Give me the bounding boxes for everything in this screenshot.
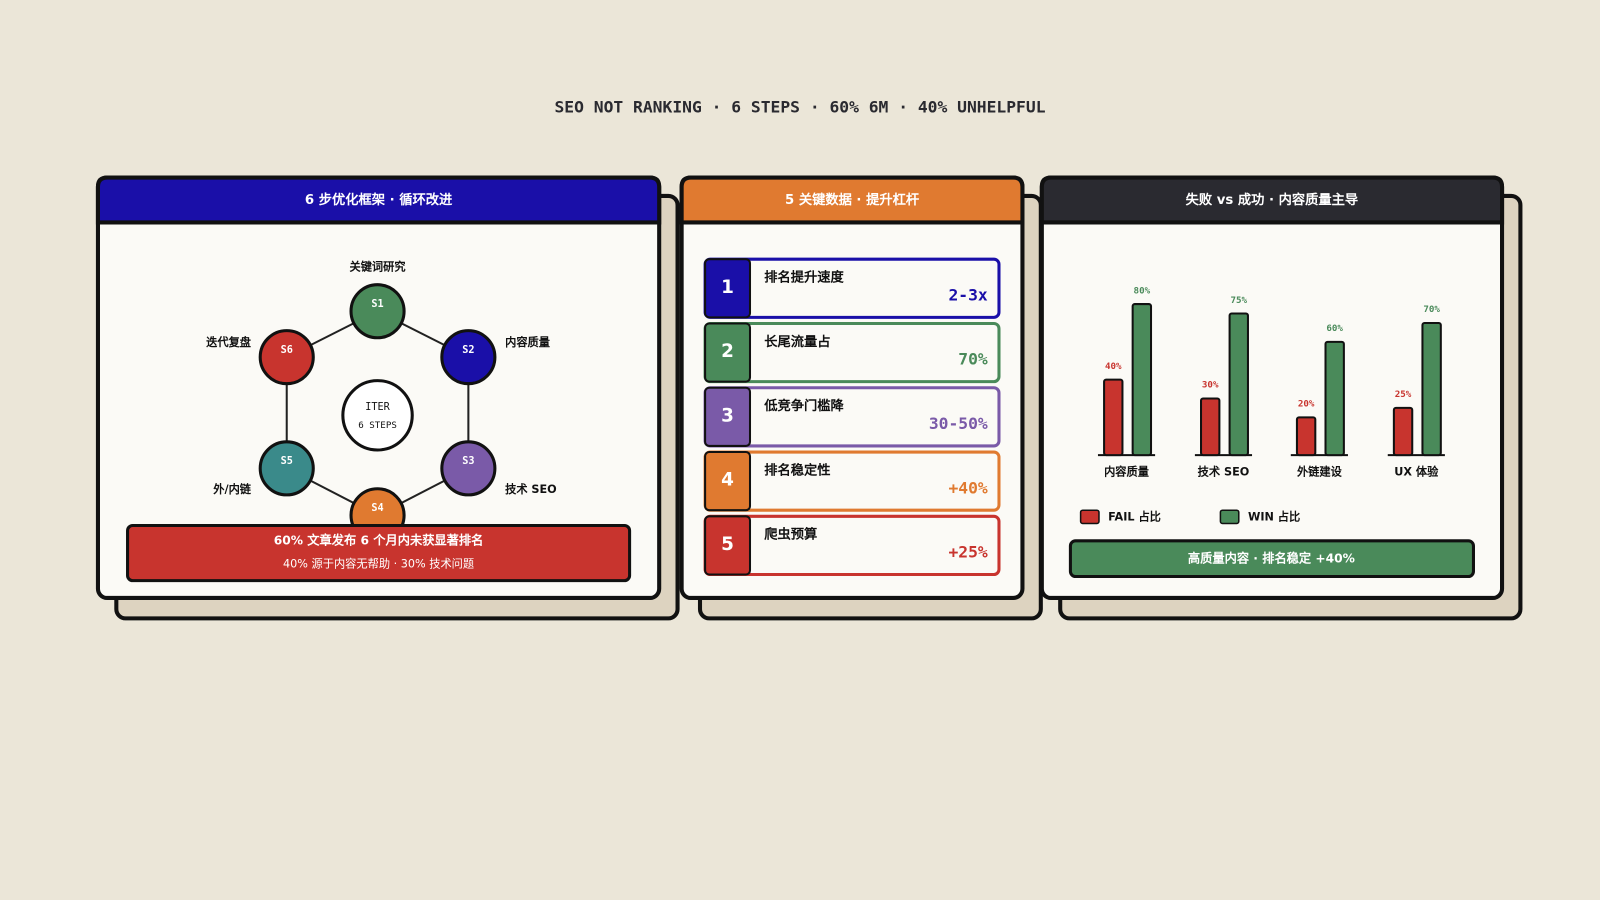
bar	[1200, 397, 1221, 457]
metric-number-box	[704, 322, 752, 383]
step-id: S6	[281, 345, 293, 356]
bar	[1324, 340, 1345, 457]
metric-label: 低竞争门槛降	[763, 397, 844, 414]
legend-swatch	[1219, 509, 1240, 525]
page-title: SEO NOT RANKING · 6 STEPS · 60% 6M · 40%…	[554, 98, 1045, 117]
step-id: S5	[281, 456, 293, 467]
bar-value-label: 60%	[1326, 323, 1343, 334]
bar-value-label: 80%	[1134, 285, 1151, 296]
metric-label: 排名提升速度	[764, 269, 844, 286]
metric-number-box	[704, 386, 752, 447]
bar	[1421, 321, 1442, 457]
bar	[1131, 303, 1153, 457]
metric-label: 排名稳定性	[764, 461, 830, 478]
bar	[1103, 378, 1124, 457]
legend-label: WIN 占比	[1248, 509, 1300, 523]
metric-number: 3	[721, 405, 734, 426]
category-label: UX 体验	[1394, 464, 1439, 478]
metric-number-box	[704, 451, 752, 512]
step-node	[258, 440, 315, 497]
bar-value-label: 70%	[1423, 304, 1440, 315]
metric-label: 爬虫预算	[763, 526, 817, 543]
bar-value-label: 75%	[1230, 295, 1247, 306]
step-label: 关键词研究	[349, 259, 406, 273]
legend-swatch	[1079, 509, 1100, 525]
step-label: 迭代复盘	[206, 335, 251, 349]
metric-value: 30-50%	[929, 414, 988, 433]
bar-value-label: 30%	[1202, 380, 1219, 391]
step-label: 技术 SEO	[505, 482, 557, 496]
metric-number-box	[704, 515, 752, 576]
metric-number-box	[704, 258, 752, 319]
bar	[1228, 312, 1249, 457]
metric-number: 5	[721, 534, 734, 555]
panel-title: 5 关键数据 · 提升杠杆	[785, 191, 920, 208]
panel-header	[95, 175, 662, 225]
chart-banner-text: 高质量内容 · 排名稳定 +40%	[1188, 551, 1355, 566]
panel-header	[1039, 175, 1505, 225]
metric-label: 长尾流量占	[764, 333, 830, 350]
metric-value: 2-3x	[948, 285, 987, 304]
step-id: S3	[462, 456, 474, 467]
stat-banner-line: 40% 源于内容无帮助 · 30% 技术问题	[283, 556, 474, 570]
bar-value-label: 40%	[1105, 361, 1122, 372]
center-label: ITER	[365, 402, 390, 413]
center-node	[341, 379, 414, 452]
center-label: 6 STEPS	[358, 420, 397, 431]
chart-banner	[1068, 539, 1475, 579]
bar	[1295, 416, 1317, 457]
bar-value-label: 25%	[1395, 389, 1412, 400]
step-label: 外/内链	[212, 482, 252, 496]
legend-label: FAIL 占比	[1108, 509, 1161, 523]
metric-number: 1	[721, 277, 734, 298]
category-label: 技术 SEO	[1198, 464, 1250, 478]
step-node	[258, 329, 315, 386]
category-label: 外链建设	[1296, 464, 1343, 478]
step-node	[440, 440, 497, 497]
metric-number: 2	[721, 341, 734, 362]
step-node	[440, 329, 497, 386]
panel-header	[679, 175, 1025, 225]
panel-title: 6 步优化框架 · 循环改进	[305, 191, 453, 208]
metric-number: 4	[721, 470, 734, 491]
bar-value-label: 20%	[1298, 399, 1315, 410]
step-label: 内容质量	[505, 335, 550, 349]
step-id: S2	[462, 345, 474, 356]
metric-value: 70%	[958, 350, 988, 369]
metric-value: +25%	[948, 543, 987, 562]
stat-banner	[126, 523, 632, 583]
category-label: 内容质量	[1104, 464, 1149, 478]
stat-banner-line: 60% 文章发布 6 个月内未获显著排名	[274, 532, 484, 547]
step-node	[349, 283, 406, 340]
metric-value: +40%	[948, 478, 987, 497]
panel-title: 失败 vs 成功 · 内容质量主导	[1186, 191, 1359, 208]
step-id: S1	[371, 299, 383, 310]
step-id: S4	[371, 503, 383, 514]
bar	[1392, 406, 1414, 457]
